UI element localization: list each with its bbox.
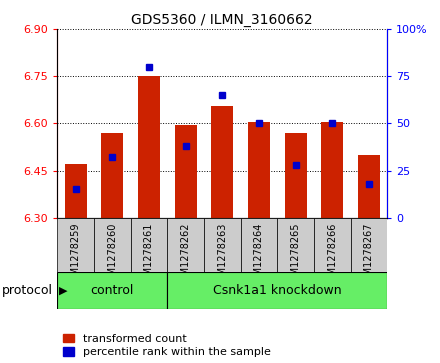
Title: GDS5360 / ILMN_3160662: GDS5360 / ILMN_3160662 (132, 13, 313, 26)
Bar (241, 218, 277, 272)
Bar (211, 106, 233, 218)
Text: protocol: protocol (2, 284, 53, 297)
Text: GSM1278260: GSM1278260 (107, 222, 117, 287)
Bar (94, 218, 131, 272)
Text: GSM1278265: GSM1278265 (290, 222, 301, 287)
Text: GSM1278263: GSM1278263 (217, 222, 227, 287)
Bar (314, 218, 351, 272)
Bar (131, 218, 167, 272)
Bar (175, 125, 197, 218)
Text: GSM1278267: GSM1278267 (364, 222, 374, 287)
Bar (57, 272, 167, 309)
Bar (277, 218, 314, 272)
Text: GSM1278261: GSM1278261 (144, 222, 154, 287)
Text: GSM1278266: GSM1278266 (327, 222, 337, 287)
Bar (285, 133, 307, 218)
Bar (65, 164, 87, 218)
Legend: transformed count, percentile rank within the sample: transformed count, percentile rank withi… (63, 334, 271, 358)
Bar (167, 218, 204, 272)
Bar (248, 122, 270, 218)
Bar (101, 133, 123, 218)
Bar (138, 76, 160, 218)
Text: control: control (91, 284, 134, 297)
Bar (57, 218, 94, 272)
Bar (204, 218, 241, 272)
Bar (321, 122, 343, 218)
Bar (358, 155, 380, 218)
Bar (351, 218, 387, 272)
Text: GSM1278259: GSM1278259 (70, 222, 81, 287)
Bar (167, 272, 387, 309)
Text: GSM1278264: GSM1278264 (254, 222, 264, 287)
Text: ▶: ▶ (59, 285, 68, 295)
Text: GSM1278262: GSM1278262 (180, 222, 191, 287)
Text: Csnk1a1 knockdown: Csnk1a1 knockdown (213, 284, 341, 297)
